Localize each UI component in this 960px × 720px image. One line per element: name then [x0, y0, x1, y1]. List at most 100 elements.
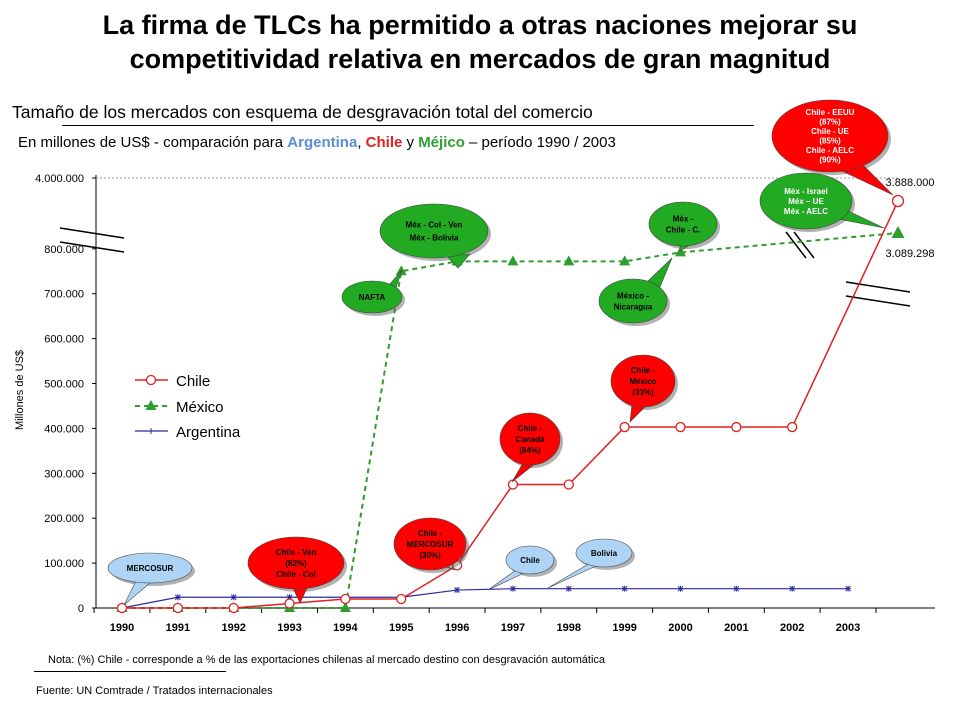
callout-chile-canada: Chile - Canadá (84%) [499, 412, 563, 483]
callout-tail [292, 587, 308, 604]
argentina-marker-stroke [174, 594, 181, 601]
callout-bubble [598, 278, 668, 324]
legend-mexico-marker [145, 400, 157, 410]
argentina-marker-stroke [454, 587, 460, 593]
series-break-mark [785, 231, 807, 259]
callout-text: México - [617, 291, 649, 300]
legend-argentina-label: Argentina [176, 424, 241, 441]
x-tick-label: 1999 [612, 622, 636, 634]
callout-text: MERCOSUR [127, 564, 174, 573]
source-line: Fuente: UN Comtrade / Tratados internaci… [36, 685, 273, 697]
callout-chile-blue: Chile [487, 545, 557, 591]
y-axis-label: Millones de US$ [14, 350, 26, 430]
y-tick-label: 700.000 [44, 289, 84, 301]
x-tick-label: 1997 [501, 622, 525, 634]
chart-subtitle: Tamaño de los mercados con esquema de de… [12, 102, 593, 122]
chart-units-line: En millones de US$ - comparación para Ar… [18, 134, 616, 151]
argentina-point [565, 585, 572, 592]
y-tick-label: 300.000 [44, 468, 84, 480]
callout-text: MERCOSUR [407, 540, 454, 549]
callout-bubble [575, 538, 633, 568]
chile-point [228, 602, 239, 614]
callout-bubble [759, 172, 853, 230]
subtitle-underline [62, 125, 754, 126]
series-break-mark [845, 295, 911, 307]
callout-text: Méx – UE [788, 197, 824, 206]
argentina-point [845, 585, 852, 592]
callout-text: Méx - Col - Ven [406, 220, 463, 229]
chile-line [122, 200, 899, 609]
units-argentina: Argentina [287, 134, 358, 151]
callout-text: (87%) [819, 118, 841, 127]
y-tick-label: 200.000 [44, 513, 84, 525]
callout-text: Chile - Col [276, 570, 316, 579]
units-sep2: y [402, 134, 419, 151]
callout-bubble [771, 99, 889, 173]
series-break-mark [793, 231, 815, 259]
x-tick-label: 1991 [166, 622, 190, 634]
legend-chile-marker [145, 374, 157, 386]
y-tick-label-top: 4.000.000 [35, 173, 84, 185]
argentina-marker-stroke [565, 585, 572, 592]
y-tick-label: 100.000 [44, 558, 84, 570]
chile-point [675, 421, 686, 433]
x-tick-label: 2001 [724, 622, 748, 634]
mexico-point [619, 255, 631, 266]
callout-bubble [341, 280, 403, 314]
footnote-rule [34, 671, 226, 672]
argentina-line [121, 588, 849, 609]
chile-point [619, 421, 630, 433]
callout-tail [487, 569, 523, 591]
callout-text: Chile - [418, 529, 443, 538]
callout-text: Bolivia [591, 549, 618, 558]
callout-text: México [629, 377, 656, 386]
title-line-1: La firma de TLCs ha permitido a otras na… [102, 10, 858, 40]
callout-text: (33%) [632, 388, 654, 397]
legend-mexico-label: México [176, 399, 224, 416]
footnote: Nota: (%) Chile - corresponde a % de las… [48, 654, 606, 666]
argentina-marker-stroke [733, 585, 740, 592]
callout-text: Méx - Israel [784, 187, 828, 196]
argentina-point [454, 587, 461, 594]
callout-chile-eeuu: Chile - EEUU(87%)Chile - UE(85%)Chile - … [771, 99, 894, 196]
callout-text: Chile - [631, 366, 656, 375]
x-tick-label: 1994 [333, 622, 358, 634]
callout-bubble [499, 412, 561, 466]
argentina-point [174, 594, 181, 601]
chile-point [284, 598, 295, 609]
chile-point [340, 593, 351, 605]
legend [135, 374, 168, 434]
argentina-point [733, 585, 740, 592]
argentina-point [621, 585, 628, 592]
callout-text: (82%) [285, 559, 307, 568]
callout-text: (84%) [519, 446, 541, 455]
x-tick-label: 1995 [389, 622, 413, 634]
title-line-2: competitividad relativa en mercados de g… [129, 44, 831, 74]
units-sep1: , [357, 134, 366, 151]
callout-text: NAFTA [359, 293, 386, 302]
units-chile: Chile [365, 134, 403, 151]
x-tick-label: 1993 [277, 622, 301, 634]
argentina-point [509, 585, 516, 592]
callout-mex-col-ven: Méx - Col - Ven Méx - Bolivia [379, 203, 491, 269]
page-title: La firma de TLCs ha permitido a otras na… [0, 8, 960, 76]
argentina-marker-stroke [510, 585, 516, 592]
chile-point [731, 421, 742, 433]
chile-final-point [891, 194, 905, 208]
chile-point [563, 479, 574, 490]
callout-nafta: NAFTA [341, 269, 405, 316]
legend-chile-label: Chile [176, 373, 210, 390]
axis-break-mark [59, 227, 125, 239]
chile-final-label: 3.888.000 [886, 177, 935, 189]
argentina-marker-stroke [677, 585, 684, 592]
argentina-marker-stroke [621, 585, 628, 592]
callout-bubble [393, 517, 467, 571]
mexico-final-label: 3.089.298 [886, 248, 935, 260]
callout-mex-chile: Méx - Chile - C. [648, 201, 720, 252]
mexico-point [339, 602, 351, 612]
callout-mercosur: MERCOSUR [107, 552, 195, 606]
callout-chile-ven-col: Chile - Ven (82%) Chile - Col [247, 536, 347, 604]
argentina-point [230, 594, 237, 601]
mexico-point [507, 255, 519, 266]
